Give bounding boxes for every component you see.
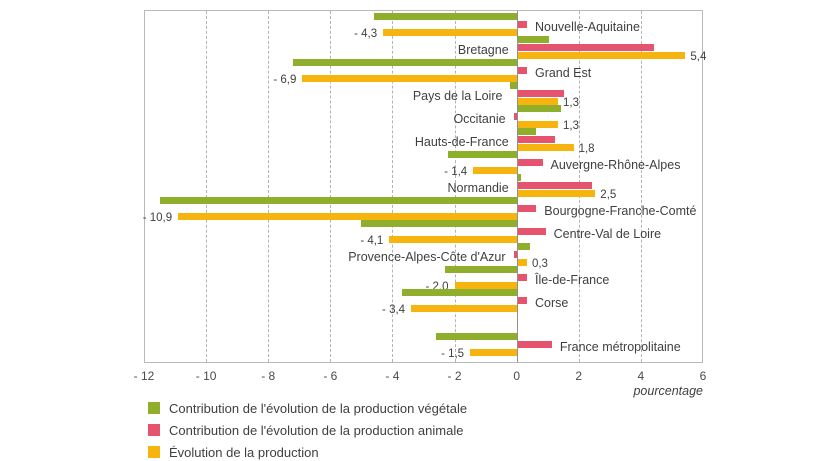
bar-animale (517, 182, 593, 189)
legend-swatch-icon (148, 446, 160, 458)
legend-swatch-icon (148, 424, 160, 436)
value-label: - 1,4 (444, 166, 468, 178)
region-label: Bretagne (457, 43, 509, 57)
x-tick-label: - 8 (261, 369, 276, 383)
bar-vegetale (448, 151, 517, 158)
region-label: Centre-Val de Loire (553, 227, 662, 241)
bar-evolution (470, 349, 517, 356)
x-axis-unit-label: pourcentage (633, 384, 703, 398)
bar-vegetale (293, 59, 517, 66)
bar-vegetale (401, 289, 517, 296)
legend-label: Contribution de l'évolution de la produc… (169, 400, 468, 416)
bar-evolution (473, 167, 517, 174)
bar-vegetale (445, 266, 517, 273)
zero-line (516, 11, 518, 362)
bar-animale (517, 274, 527, 281)
legend-swatch-icon (148, 402, 160, 414)
x-tick-label: - 10 (195, 369, 217, 383)
gridline (206, 11, 208, 362)
x-tick-label: 2 (575, 369, 583, 383)
x-tick-label: - 2 (447, 369, 462, 383)
bar-vegetale (517, 36, 549, 43)
x-tick-label: 6 (699, 369, 707, 383)
bar-evolution (178, 213, 517, 220)
value-label: - 1,5 (441, 348, 465, 360)
region-label: Pays de la Loire (412, 89, 503, 103)
bar-evolution (454, 282, 517, 289)
region-label: Normandie (447, 181, 509, 195)
bar-animale (517, 341, 552, 348)
bar-vegetale (517, 243, 531, 250)
bar-evolution (517, 98, 559, 105)
plot-frame (144, 10, 703, 363)
gridline (330, 11, 332, 362)
bar-evolution (383, 29, 517, 36)
legend-label: Contribution de l'évolution de la produc… (169, 422, 464, 438)
bar-vegetale (361, 220, 517, 227)
bar-evolution (411, 305, 517, 312)
bar-animale (517, 44, 655, 51)
x-tick-label: - 4 (385, 369, 400, 383)
bar-animale (517, 21, 527, 28)
bar-animale (517, 90, 565, 97)
x-tick-label: - 12 (133, 369, 155, 383)
bar-animale (513, 113, 517, 120)
region-label: Occitanie (453, 112, 506, 126)
legend-item: Évolution de la production (148, 444, 467, 460)
x-tick-label: - 6 (323, 369, 338, 383)
value-label: 1,3 (563, 120, 580, 132)
bar-evolution (517, 144, 574, 151)
legend-item: Contribution de l'évolution de la produc… (148, 400, 467, 416)
bar-evolution (302, 75, 517, 82)
legend: Contribution de l'évolution de la produc… (148, 400, 467, 461)
value-label: 1,3 (563, 97, 580, 109)
region-label: Grand Est (534, 66, 592, 80)
region-label: Hauts-de-France (414, 135, 509, 149)
region-label: Provence-Alpes-Côte d'Azur (348, 250, 506, 264)
bar-animale (517, 297, 527, 304)
bar-evolution (517, 121, 559, 128)
region-label: Corse (534, 296, 569, 310)
bar-vegetale (510, 82, 517, 89)
bar-vegetale (373, 13, 517, 20)
bar-animale (517, 228, 546, 235)
value-label: 1,8 (578, 143, 595, 155)
bar-animale (513, 251, 517, 258)
bar-animale (517, 136, 555, 143)
bar-animale (517, 159, 543, 166)
value-label: - 4,1 (360, 235, 384, 247)
x-tick-label: 0 (513, 369, 520, 383)
region-label: France métropolitaine (559, 340, 681, 354)
bar-vegetale (435, 333, 517, 340)
bar-animale (517, 67, 527, 74)
bar-vegetale (517, 128, 537, 135)
bar-evolution (517, 259, 527, 266)
gridline (268, 11, 270, 362)
value-label: - 3,4 (382, 304, 406, 316)
bar-evolution (517, 190, 596, 197)
legend-label: Évolution de la production (169, 444, 319, 460)
value-label: - 10,9 (142, 212, 173, 224)
bar-evolution (517, 52, 686, 59)
gridline (640, 11, 642, 362)
gridline (392, 11, 394, 362)
bar-evolution (389, 236, 517, 243)
value-label: 0,3 (531, 258, 548, 270)
region-label: Auvergne-Rhône-Alpes (550, 158, 681, 172)
value-label: - 6,9 (273, 74, 297, 86)
legend-item: Contribution de l'évolution de la produc… (148, 422, 467, 438)
gridline (454, 11, 456, 362)
value-label: 2,5 (600, 189, 617, 201)
region-label: Île-de-France (534, 273, 610, 287)
bar-vegetale (159, 197, 517, 204)
value-label: 5,4 (690, 51, 707, 63)
bar-vegetale (517, 105, 562, 112)
region-label: Bourgogne-Franche-Comté (544, 204, 697, 218)
bar-vegetale (517, 174, 521, 181)
x-tick-label: 4 (637, 369, 645, 383)
bar-animale (517, 205, 537, 212)
region-label: Nouvelle-Aquitaine (534, 20, 640, 34)
value-label: - 4,3 (354, 28, 378, 40)
